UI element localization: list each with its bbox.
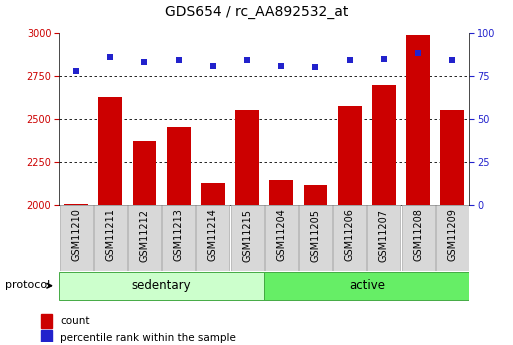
Text: GSM11205: GSM11205 xyxy=(310,208,321,262)
Point xyxy=(243,58,251,63)
Point xyxy=(380,56,388,61)
Bar xyxy=(128,205,161,271)
Point xyxy=(141,59,149,65)
Text: GSM11210: GSM11210 xyxy=(71,208,81,262)
Text: GSM11208: GSM11208 xyxy=(413,208,423,262)
Text: GDS654 / rc_AA892532_at: GDS654 / rc_AA892532_at xyxy=(165,5,348,19)
Bar xyxy=(440,109,464,345)
Bar xyxy=(196,205,229,271)
Bar xyxy=(64,204,88,345)
Point xyxy=(311,65,320,70)
Point xyxy=(209,63,217,68)
Text: GSM11204: GSM11204 xyxy=(277,208,286,262)
Bar xyxy=(304,185,327,345)
Bar xyxy=(406,35,430,345)
Bar xyxy=(59,273,264,300)
Bar xyxy=(402,205,435,271)
Text: GSM11211: GSM11211 xyxy=(105,208,115,262)
Bar xyxy=(372,85,396,345)
Text: percentile rank within the sample: percentile rank within the sample xyxy=(60,333,236,343)
Bar xyxy=(167,127,191,345)
Point xyxy=(277,63,285,68)
Bar xyxy=(264,273,469,300)
Bar xyxy=(60,205,92,271)
Text: sedentary: sedentary xyxy=(132,279,191,292)
Bar xyxy=(94,205,127,271)
Bar xyxy=(201,183,225,345)
Bar xyxy=(132,140,156,345)
Text: GSM11212: GSM11212 xyxy=(140,208,149,262)
Point xyxy=(346,58,354,63)
Bar xyxy=(436,205,469,271)
Bar xyxy=(235,109,259,345)
Bar xyxy=(265,205,298,271)
Text: GSM11207: GSM11207 xyxy=(379,208,389,262)
Text: active: active xyxy=(349,279,385,292)
Point xyxy=(106,54,114,60)
Text: GSM11214: GSM11214 xyxy=(208,208,218,262)
Bar xyxy=(41,331,52,344)
Bar xyxy=(333,205,366,271)
Text: GSM11213: GSM11213 xyxy=(174,208,184,262)
Bar xyxy=(367,205,400,271)
Text: GSM11209: GSM11209 xyxy=(447,208,457,262)
Bar xyxy=(162,205,195,271)
Bar xyxy=(338,106,362,345)
Point xyxy=(414,51,422,56)
Bar xyxy=(41,314,52,328)
Text: count: count xyxy=(60,316,90,326)
Bar xyxy=(299,205,332,271)
Text: GSM11215: GSM11215 xyxy=(242,208,252,262)
Bar xyxy=(269,180,293,345)
Point xyxy=(72,68,80,73)
Bar xyxy=(98,97,122,345)
Bar xyxy=(231,205,264,271)
Text: protocol: protocol xyxy=(5,280,50,290)
Point xyxy=(174,58,183,63)
Text: GSM11206: GSM11206 xyxy=(345,208,354,262)
Point xyxy=(448,58,457,63)
